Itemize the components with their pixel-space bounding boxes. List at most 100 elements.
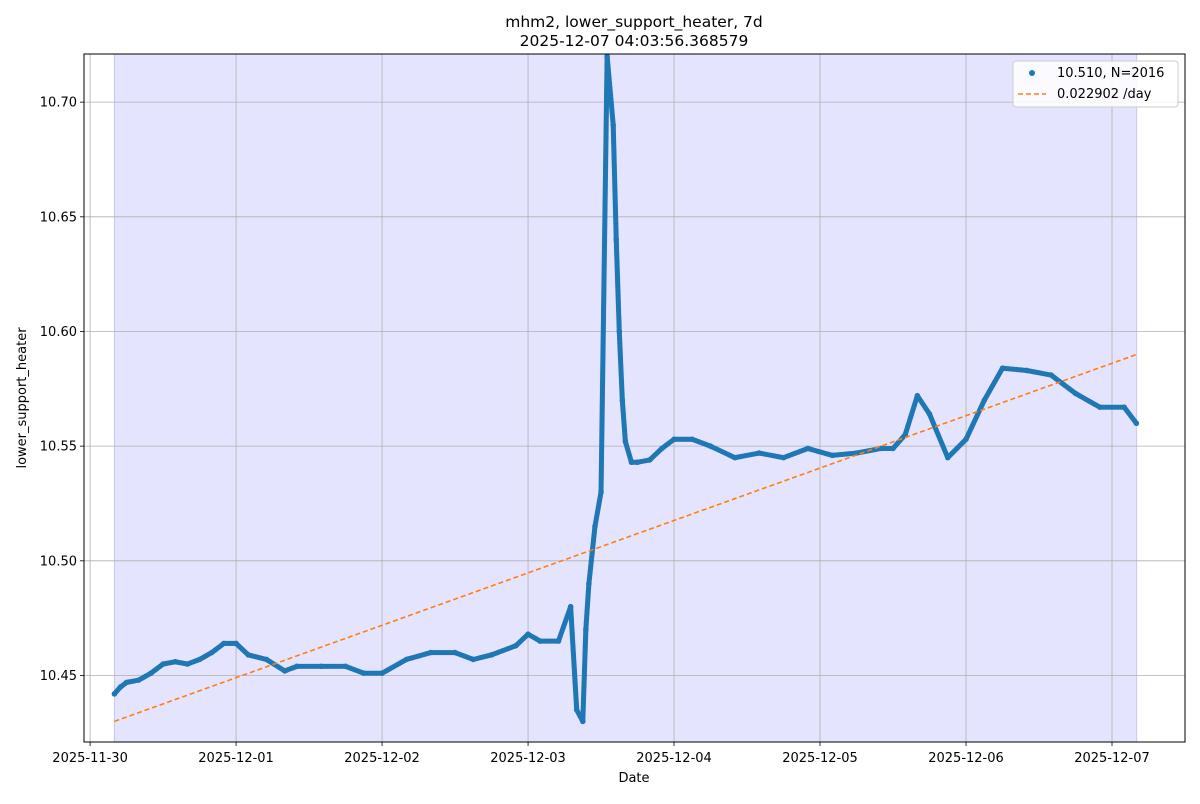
data-point <box>342 663 349 670</box>
data-point <box>537 638 544 644</box>
data-point <box>403 656 410 663</box>
data-point <box>902 431 908 438</box>
data-point <box>671 436 677 443</box>
y-tick-label: 10.65 <box>40 210 77 225</box>
plot-area: 2025-11-30 2025-12-01 2025-12-02 2025-12-03… <box>40 53 1186 766</box>
data-point <box>294 663 300 670</box>
data-point <box>573 707 580 713</box>
data-point <box>689 436 696 443</box>
data-point <box>160 661 166 667</box>
data-point <box>1097 404 1103 410</box>
data-point <box>890 445 896 452</box>
y-tick-label: 10.55 <box>40 440 77 455</box>
data-point <box>488 652 495 658</box>
data-point <box>567 603 574 610</box>
data-point <box>646 457 653 463</box>
data-point <box>598 489 604 495</box>
data-point <box>926 411 933 417</box>
y-tick-label: 10.60 <box>40 325 77 340</box>
trend-line <box>114 353 1137 723</box>
data-point <box>135 677 142 683</box>
legend-label-trend: 0.022902 /day <box>1057 87 1152 102</box>
data-point <box>196 656 203 663</box>
x-axis-ticks: 2025-11-30 2025-12-01 2025-12-02 2025-12-03… <box>52 742 1150 766</box>
data-point <box>829 452 835 459</box>
data-point <box>732 454 738 461</box>
data-point <box>452 649 458 656</box>
data-point <box>707 443 714 449</box>
data-point <box>805 445 811 452</box>
data-point <box>233 640 239 647</box>
data-point <box>263 656 270 663</box>
data-point <box>470 656 477 663</box>
data-point <box>780 454 787 461</box>
data-point <box>963 436 969 443</box>
x-tick-label: 2025-12-06 <box>928 751 1004 766</box>
data-point <box>999 365 1006 371</box>
data-point <box>427 649 434 656</box>
data-point <box>622 438 629 445</box>
y-tick-label: 10.70 <box>40 96 77 111</box>
x-tick-label: 2025-12-02 <box>344 751 420 766</box>
x-axis-label: Date <box>618 771 649 786</box>
data-point <box>1024 367 1030 374</box>
data-point <box>281 668 288 674</box>
data-point <box>111 691 118 697</box>
data-point <box>555 638 562 644</box>
data-point <box>628 459 635 466</box>
data-point <box>586 580 592 587</box>
data-point <box>1072 390 1079 397</box>
data-point <box>616 328 623 335</box>
data-point <box>592 523 598 530</box>
axes-frame <box>83 53 1186 743</box>
data-point <box>245 652 252 658</box>
data-point <box>619 397 626 404</box>
data-point <box>1133 420 1140 427</box>
grid <box>84 54 1185 742</box>
data-point <box>361 670 367 676</box>
data-point <box>1048 372 1054 378</box>
data-point <box>513 642 519 649</box>
data-point <box>613 236 620 243</box>
data-marks <box>111 53 1140 725</box>
y-tick-label: 10.50 <box>40 554 77 569</box>
data-point <box>318 663 325 670</box>
x-tick-label: 2025-12-05 <box>782 751 858 766</box>
legend: 10.510, N=2016 0.022902 /day <box>1012 60 1179 108</box>
data-point <box>579 718 586 725</box>
data-point <box>604 53 610 60</box>
chart-title: mhm2, lower_support_heater, 7d <box>505 13 763 32</box>
x-tick-label: 2025-12-07 <box>1074 751 1150 766</box>
x-tick-label: 2025-12-04 <box>636 751 712 766</box>
data-point <box>379 670 385 676</box>
x-tick-label: 2025-12-03 <box>490 751 566 766</box>
x-tick-label: 2025-12-01 <box>198 751 274 766</box>
data-point <box>525 631 531 638</box>
y-axis-label: lower_support_heater <box>15 327 30 469</box>
data-point <box>914 392 921 399</box>
data-point <box>853 450 860 456</box>
data-point <box>123 679 130 686</box>
data-point <box>117 684 124 690</box>
data-point <box>944 454 951 461</box>
chart-subtitle: 2025-12-07 04:03:56.368579 <box>520 32 749 50</box>
data-point <box>634 459 641 466</box>
data-point <box>184 661 191 667</box>
data-point <box>148 670 154 676</box>
data-point <box>208 649 215 656</box>
data-point <box>583 626 589 633</box>
data-point <box>756 450 762 456</box>
data-point <box>981 397 988 404</box>
legend-marker-points <box>1029 70 1035 76</box>
data-point <box>610 122 617 128</box>
data-point <box>172 658 179 665</box>
data-point <box>659 445 665 452</box>
data-point <box>1121 404 1127 410</box>
y-axis-ticks: 10.45 10.50 10.55 10.60 10.65 10.70 <box>40 96 84 684</box>
y-tick-label: 10.45 <box>40 669 77 684</box>
legend-label-points: 10.510, N=2016 <box>1057 66 1164 81</box>
x-tick-label: 2025-11-30 <box>52 751 128 766</box>
legend-box <box>1012 60 1179 108</box>
